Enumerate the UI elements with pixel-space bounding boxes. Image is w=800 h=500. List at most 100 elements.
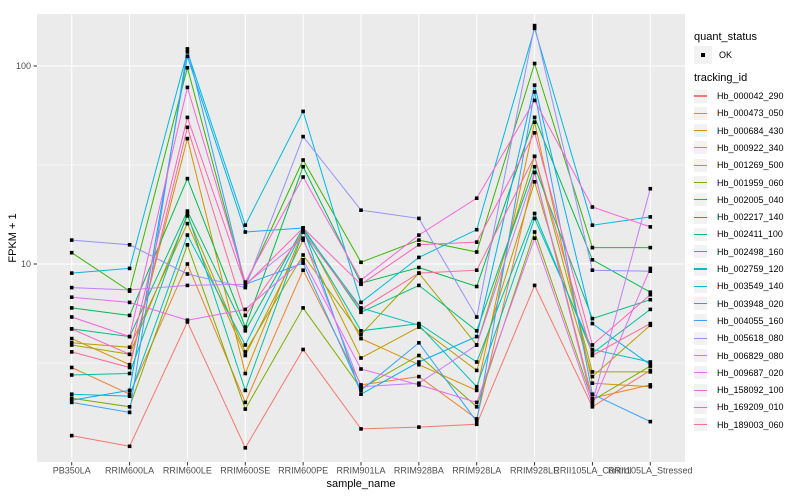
svg-text:RRIM600PE: RRIM600PE <box>278 466 328 476</box>
series-color-line-icon <box>694 389 707 391</box>
legend-key-box <box>694 158 707 172</box>
legend-key-box <box>694 331 707 345</box>
legend-key-box <box>694 227 707 241</box>
legend-entry: Hb_001959_060 <box>694 176 784 190</box>
svg-text:RRII105LA_Control: RRII105LA_Control <box>553 466 631 476</box>
legend-key-box <box>694 418 707 432</box>
legend-key-box <box>694 245 707 259</box>
legend-key-box <box>694 349 707 362</box>
legend-key-box <box>694 193 707 207</box>
legend-entry-label: Hb_189003_060 <box>717 419 784 430</box>
legend-entry: Hb_002217_140 <box>694 210 784 224</box>
legend-entry: Hb_189003_060 <box>694 418 784 432</box>
legend-key-box <box>694 262 707 276</box>
legend-entry: Hb_009687_020 <box>694 366 784 380</box>
series-color-line-icon <box>694 337 707 339</box>
series-color-line-icon <box>694 233 707 235</box>
legend-key-box <box>694 106 707 120</box>
legend-key-box <box>694 279 707 293</box>
legend-entry-label: Hb_158092_100 <box>717 385 784 396</box>
svg-text:RRII105LA_Stressed: RRII105LA_Stressed <box>608 466 693 476</box>
data-points <box>69 23 653 450</box>
series-color-line-icon <box>694 268 707 270</box>
legend-key-box <box>694 383 707 397</box>
legend-entry-label: Hb_002411_100 <box>717 229 783 240</box>
legend-entry-label: Hb_005618_080 <box>717 333 784 344</box>
legend-key-box <box>694 176 707 189</box>
x-tick-labels: PB350LA RRIM600LA RRIM600LE RRIM600SE RRIM60… <box>53 466 693 476</box>
legend-key-box <box>694 400 707 414</box>
legend-key-box <box>694 366 707 380</box>
legend-entry-label: Hb_000684_430 <box>717 125 784 136</box>
axis-ticks <box>33 65 651 466</box>
legend-title-quant-status: quant_status <box>694 31 757 43</box>
y-tick-labels: 100 10 <box>16 61 31 269</box>
legend-entry-label: Hb_002498_160 <box>717 246 784 257</box>
legend-entry-label: Hb_002005_040 <box>717 194 784 205</box>
legend-entry: Hb_002005_040 <box>694 193 784 207</box>
legend-entry-label: Hb_003948_020 <box>717 298 784 309</box>
legend-entry-label: Hb_002759_120 <box>717 264 784 274</box>
series-color-line-icon <box>694 251 707 253</box>
legend-entry: Hb_000042_290 <box>694 89 784 103</box>
point-marker-icon <box>701 53 705 57</box>
series-color-line-icon <box>694 320 707 322</box>
legend-entry: Hb_001269_500 <box>694 158 784 172</box>
legend-entry: Hb_169209_010 <box>694 400 784 414</box>
legend-title-tracking-id: tracking_id <box>694 72 748 84</box>
legend-entry-ok: OK <box>694 46 732 64</box>
legend-entry-label: Hb_003549_140 <box>717 281 784 292</box>
series-color-line-icon <box>694 181 707 184</box>
series-color-line-icon <box>694 406 707 408</box>
series-color-line-icon <box>694 303 707 305</box>
legend-entry-label: OK <box>719 50 733 60</box>
series-color-line-icon <box>694 372 707 374</box>
legend-key-box <box>694 297 707 311</box>
legend-entry: Hb_000473_050 <box>694 106 784 120</box>
legend-key-box <box>694 141 707 155</box>
legend-entry: Hb_000922_340 <box>694 141 784 155</box>
legend-entry-label: Hb_001269_500 <box>717 160 784 171</box>
legend-entry-label: Hb_004055_160 <box>717 315 784 326</box>
svg-text:RRIM600LE: RRIM600LE <box>163 466 212 476</box>
legend-entry-label: Hb_002217_140 <box>717 212 784 223</box>
legend-entry-label: Hb_000473_050 <box>717 108 784 119</box>
svg-text:RRIM901LA: RRIM901LA <box>336 466 385 476</box>
series-color-line-icon <box>694 112 707 114</box>
series-color-line-icon <box>694 424 707 426</box>
series-color-line-icon <box>694 216 707 218</box>
series-color-line-icon <box>694 354 707 357</box>
legend-entry-label: Hb_000922_340 <box>717 142 784 153</box>
legend-entry-label: Hb_000042_290 <box>717 91 784 101</box>
svg-text:RRIM600SE: RRIM600SE <box>220 466 270 476</box>
series-color-line-icon <box>694 130 707 132</box>
x-axis-title: sample_name <box>326 478 396 490</box>
legend-entry: Hb_158092_100 <box>694 383 784 397</box>
legend-entry-label: Hb_169209_010 <box>717 402 784 413</box>
legend-entry: Hb_000684_430 <box>694 124 784 138</box>
series-color-line-icon <box>694 147 707 149</box>
legend-key-box <box>694 89 707 103</box>
svg-text:RRIM600LA: RRIM600LA <box>105 466 154 476</box>
y-axis-title: FPKM + 1 <box>7 213 19 263</box>
legend-key-box <box>694 46 712 64</box>
svg-text:10: 10 <box>21 259 31 269</box>
series-color-line-icon <box>694 199 707 201</box>
series-color-line-icon <box>694 164 707 166</box>
legend: quant_status OK tracking_id Hb_000042_29… <box>694 0 800 500</box>
legend-entry-label: Hb_001959_060 <box>717 177 784 188</box>
svg-text:RRIM928LE: RRIM928LE <box>510 466 559 476</box>
svg-text:100: 100 <box>16 61 31 71</box>
legend-entry: Hb_002498_160 <box>694 245 784 259</box>
legend-entry: Hb_003948_020 <box>694 297 784 311</box>
legend-key-box <box>694 314 707 328</box>
legend-entry: Hb_006829_080 <box>694 349 784 363</box>
legend-entry: Hb_002759_120 <box>694 262 784 276</box>
series-color-line-icon <box>694 285 707 287</box>
legend-entry-label: Hb_006829_080 <box>717 350 784 361</box>
svg-text:RRIM928BA: RRIM928BA <box>394 466 444 476</box>
legend-entry: Hb_003549_140 <box>694 279 784 293</box>
svg-text:PB350LA: PB350LA <box>53 466 91 476</box>
